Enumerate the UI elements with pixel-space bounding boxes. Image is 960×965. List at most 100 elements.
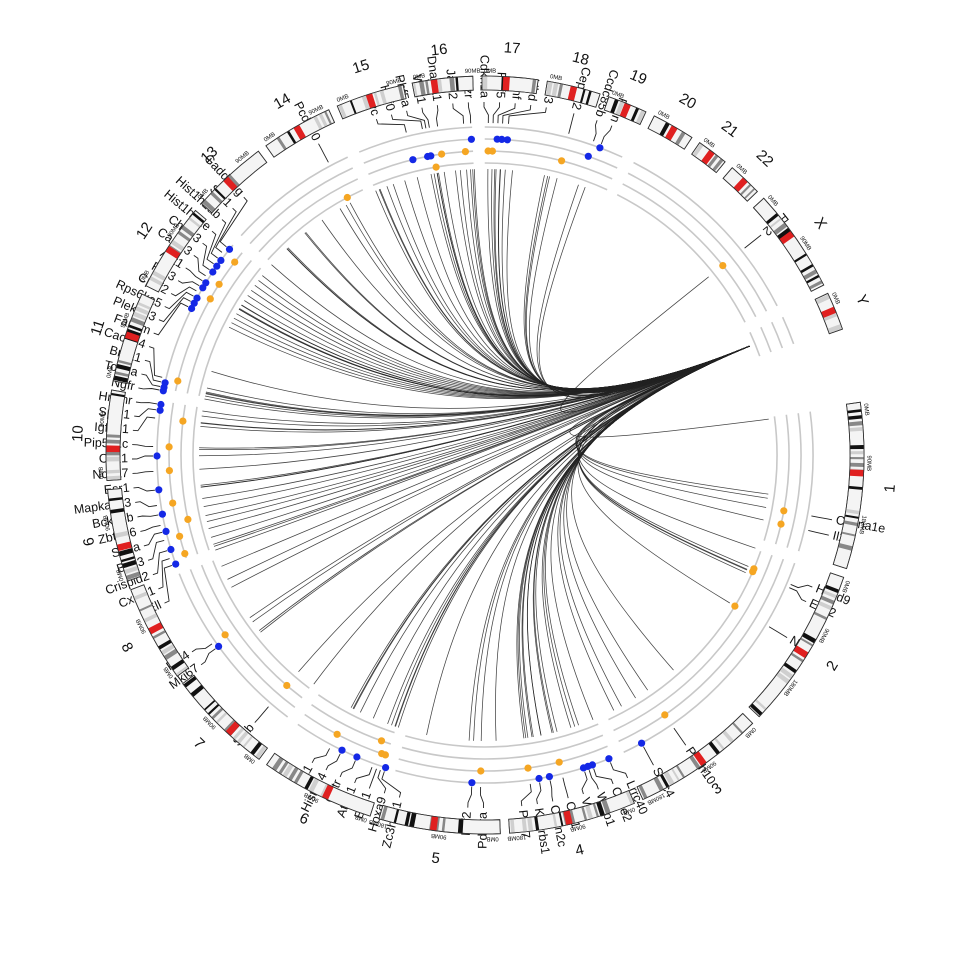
link-extra	[339, 208, 750, 390]
chromosome-Y-tick-label: 0MB	[830, 292, 841, 306]
chromosome-6-body	[266, 752, 375, 817]
chromosome-11-tick-label: 0MB	[106, 365, 115, 378]
chromosome-3-centromere	[693, 751, 707, 767]
chromosome-10-tick-label: 0MB	[99, 467, 106, 480]
link-Il11	[350, 345, 750, 708]
track-ring-3-section-8	[249, 167, 354, 245]
chromosome-9-band	[123, 565, 139, 575]
gene-marker-Oxtr	[353, 753, 361, 761]
track-ring-3-section-7	[174, 252, 243, 392]
leader-Cacng4	[148, 346, 163, 378]
chromosome-19-band	[610, 99, 619, 114]
chromosome-20-outline	[647, 115, 693, 150]
gene-marker-Spdl1	[156, 406, 164, 414]
chromosome-3-band	[638, 784, 648, 799]
chromosome-5-band	[441, 817, 446, 832]
gene-marker-Pim2	[719, 262, 727, 270]
chromosome-4-band	[521, 817, 528, 833]
chromosome-22-label: 22	[753, 147, 777, 171]
chromosome-20-band	[659, 122, 670, 137]
chromosome-3-band	[653, 776, 664, 792]
chromosome-5-band	[393, 809, 400, 824]
gene-marker-Zc3hav1	[382, 764, 390, 772]
chromosome-8-band	[175, 665, 189, 676]
leader-Ninl	[768, 626, 788, 638]
chromosome-11-centromere	[124, 331, 140, 343]
chromosome-15-band	[379, 89, 387, 105]
chromosome-X-centromere	[779, 230, 795, 245]
chromosome-10-band	[106, 456, 121, 462]
track-ring-1-section-4	[317, 694, 395, 734]
leader-Pdgfra	[480, 786, 484, 808]
chromosome-5: 0MB 90MB 180MB 5	[368, 804, 501, 867]
chromosome-10-centromere	[106, 445, 121, 453]
track-ring-3-section-5	[189, 569, 296, 709]
leader-Spib	[254, 706, 269, 723]
leader-Igfbp1	[132, 416, 156, 432]
track-ring-1-section-8	[267, 189, 364, 261]
chromosome-1-band	[841, 531, 856, 537]
chromosome-X-band	[773, 222, 788, 235]
link-Wwp1	[543, 345, 750, 727]
chromosome-16-tick-label: 90MB	[465, 69, 481, 76]
chromosome-12-band	[170, 239, 185, 252]
chromosome-19-outline	[603, 96, 647, 126]
gene-marker-Cdk1	[153, 452, 161, 460]
gene-marker-Phf5a	[427, 152, 435, 160]
chromosome-17-band	[531, 79, 537, 94]
chromosome-13-band	[210, 191, 223, 204]
chromosome-10-band	[106, 434, 121, 438]
leader-Dnajb11	[436, 105, 439, 127]
link-extra	[575, 345, 768, 499]
chromosome-1-band	[849, 427, 864, 432]
leader-Rps6ka5	[164, 291, 194, 310]
leader-Pten	[600, 125, 613, 145]
chromosome-2-label: 2	[823, 658, 842, 674]
gene-marker-Mki67	[215, 642, 223, 651]
chromosome-15: 0MB 90MB 15	[336, 56, 407, 120]
chromosome-3-band	[671, 768, 680, 782]
chromosome-10: 0MB 90MB 10	[69, 389, 126, 481]
track-ring-3-section-4	[304, 713, 388, 757]
leader-Mtf2	[467, 786, 473, 808]
chromosome-9-band	[121, 559, 137, 569]
chromosome-7-band	[242, 735, 254, 748]
gene-marker-Ccdc85b	[584, 152, 592, 160]
chromosome-1-outline	[832, 401, 865, 570]
chromosome-1-label: 1	[881, 484, 899, 494]
leader-Cdkn2c	[549, 780, 554, 802]
gene-marker-Birc3	[176, 532, 184, 540]
chromosome-Y-label: Y	[852, 292, 872, 308]
leader-Atoh1	[354, 767, 373, 784]
track-ring-4-section-12	[781, 316, 795, 345]
chromosome-1-tick-label: 90MB	[865, 455, 871, 471]
chromosome-18-label: 18	[571, 49, 591, 69]
chromosome-1-band	[843, 520, 858, 527]
chromosome-10-band	[106, 451, 121, 456]
chromosome-1-band	[849, 462, 864, 467]
chromosome-14-band	[313, 115, 323, 130]
chromosome-18-centromere	[567, 85, 578, 101]
chromosome-16-band	[449, 77, 456, 92]
chromosome-6-band	[304, 775, 314, 790]
chromosome-9-centromere	[116, 541, 132, 552]
chromosome-14-centromere	[293, 124, 307, 141]
track-ring-4-section-2	[623, 562, 796, 753]
link-extra	[498, 169, 750, 393]
leader-Khdrbs1	[536, 782, 542, 805]
chromosome-21-band	[712, 158, 724, 172]
chromosome-X-band	[806, 274, 820, 284]
chromosome-1-band	[849, 451, 864, 455]
chromosome-Y-centromere	[820, 306, 837, 319]
chromosome-1-centromere	[849, 469, 864, 477]
track-ring-1-section-2	[608, 550, 762, 721]
track-ring-2-section-1	[774, 414, 790, 545]
link-extra	[304, 232, 750, 390]
chromosome-16-band	[413, 82, 418, 97]
chromosome-2-tick-label: 0MB	[840, 580, 850, 594]
gene-marker-Fgf4	[221, 631, 229, 639]
chromosome-12-tick-label: 0MB	[140, 270, 151, 284]
